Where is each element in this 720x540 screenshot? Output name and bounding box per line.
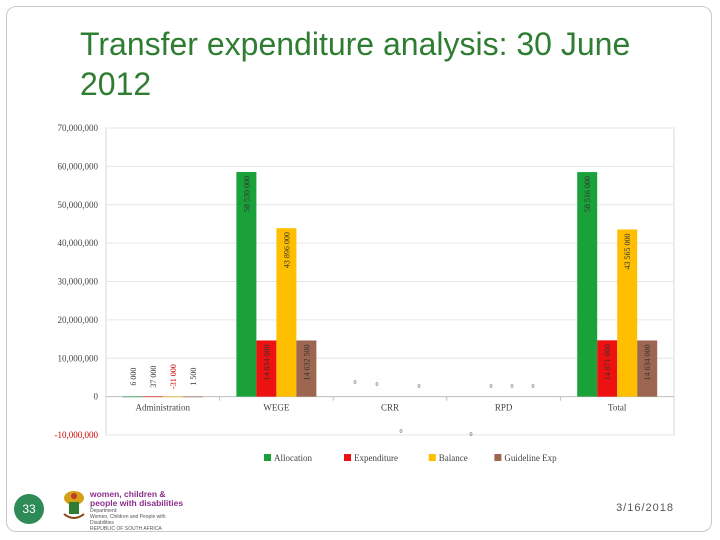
x-tick-label: Total (608, 403, 627, 413)
bar (182, 396, 203, 398)
legend-label: Expenditure (354, 453, 398, 463)
zero-marker: 0 (400, 429, 403, 435)
legend-swatch (344, 454, 351, 461)
data-label: 58 516 000 (583, 176, 592, 212)
y-tick-label: 30,000,000 (58, 277, 99, 287)
data-label: 58 530 000 (242, 176, 251, 212)
logo-line-1: women, children & (90, 489, 166, 499)
bar (617, 229, 638, 397)
data-label: -31 000 (169, 364, 178, 389)
data-label: 14 634 000 (262, 344, 271, 380)
coat-of-arms-icon (63, 491, 85, 519)
department-logo: women, children & people with disabiliti… (60, 488, 183, 532)
data-label: 14 671 000 (603, 344, 612, 380)
bar (162, 396, 183, 398)
bar (296, 340, 317, 397)
zero-marker: 0 (511, 384, 514, 390)
zero-marker: 0 (418, 384, 421, 390)
slide-frame (6, 6, 712, 532)
y-tick-label: 0 (94, 392, 99, 402)
data-label: 43 896 000 (282, 232, 291, 268)
data-label: 14 632 500 (302, 344, 311, 380)
bar (256, 340, 277, 397)
y-tick-label: 20,000,000 (58, 315, 99, 325)
bar (236, 172, 257, 397)
bar (597, 340, 618, 397)
x-tick-label: Administration (136, 403, 191, 413)
y-tick-label: 10,000,000 (58, 353, 99, 363)
bar (577, 172, 598, 397)
data-label: 14 634 000 (643, 344, 652, 380)
y-tick-label: -10,000,000 (55, 430, 99, 440)
legend-label: Allocation (274, 453, 312, 463)
y-tick-label: 50,000,000 (58, 200, 99, 210)
zero-marker: 0 (376, 382, 379, 388)
legend-label: Balance (439, 453, 468, 463)
bar (122, 396, 143, 398)
x-tick-label: RPD (495, 403, 513, 413)
y-tick-label: 40,000,000 (58, 238, 99, 248)
legend-label: Guideline Exp (504, 453, 557, 463)
zero-marker: 0 (490, 384, 493, 390)
slide-number-badge: 33 (14, 494, 44, 524)
legend-swatch (264, 454, 271, 461)
data-label: 37 000 (149, 366, 158, 388)
data-label: 1 500 (189, 368, 198, 386)
data-label: 6 000 (129, 368, 138, 386)
bar (142, 396, 163, 398)
zero-marker: 0 (470, 432, 473, 438)
bar (276, 228, 297, 397)
legend-swatch (494, 454, 502, 461)
logo-sub-2: Women, Children and People with Disabili… (90, 514, 166, 526)
logo-sub-3: REPUBLIC OF SOUTH AFRICA (90, 526, 162, 532)
slide-date: 3/16/2018 (616, 502, 674, 514)
zero-marker: 0 (354, 380, 357, 386)
legend-swatch (428, 454, 436, 461)
data-label: 43 565 000 (623, 233, 632, 269)
x-tick-label: WEGE (263, 403, 289, 413)
bar (637, 340, 658, 397)
logo-line-2: people with disabilities (90, 498, 184, 508)
y-tick-label: 60,000,000 (58, 161, 99, 171)
zero-marker: 0 (532, 384, 535, 390)
slide-title: Transfer expenditure analysis: 30 June 2… (80, 26, 631, 102)
logo-sub-1: Department: (90, 508, 118, 514)
y-tick-label: 70,000,000 (58, 123, 99, 133)
logo-text: women, children & people with disabiliti… (90, 489, 186, 533)
x-tick-label: CRR (381, 403, 399, 413)
